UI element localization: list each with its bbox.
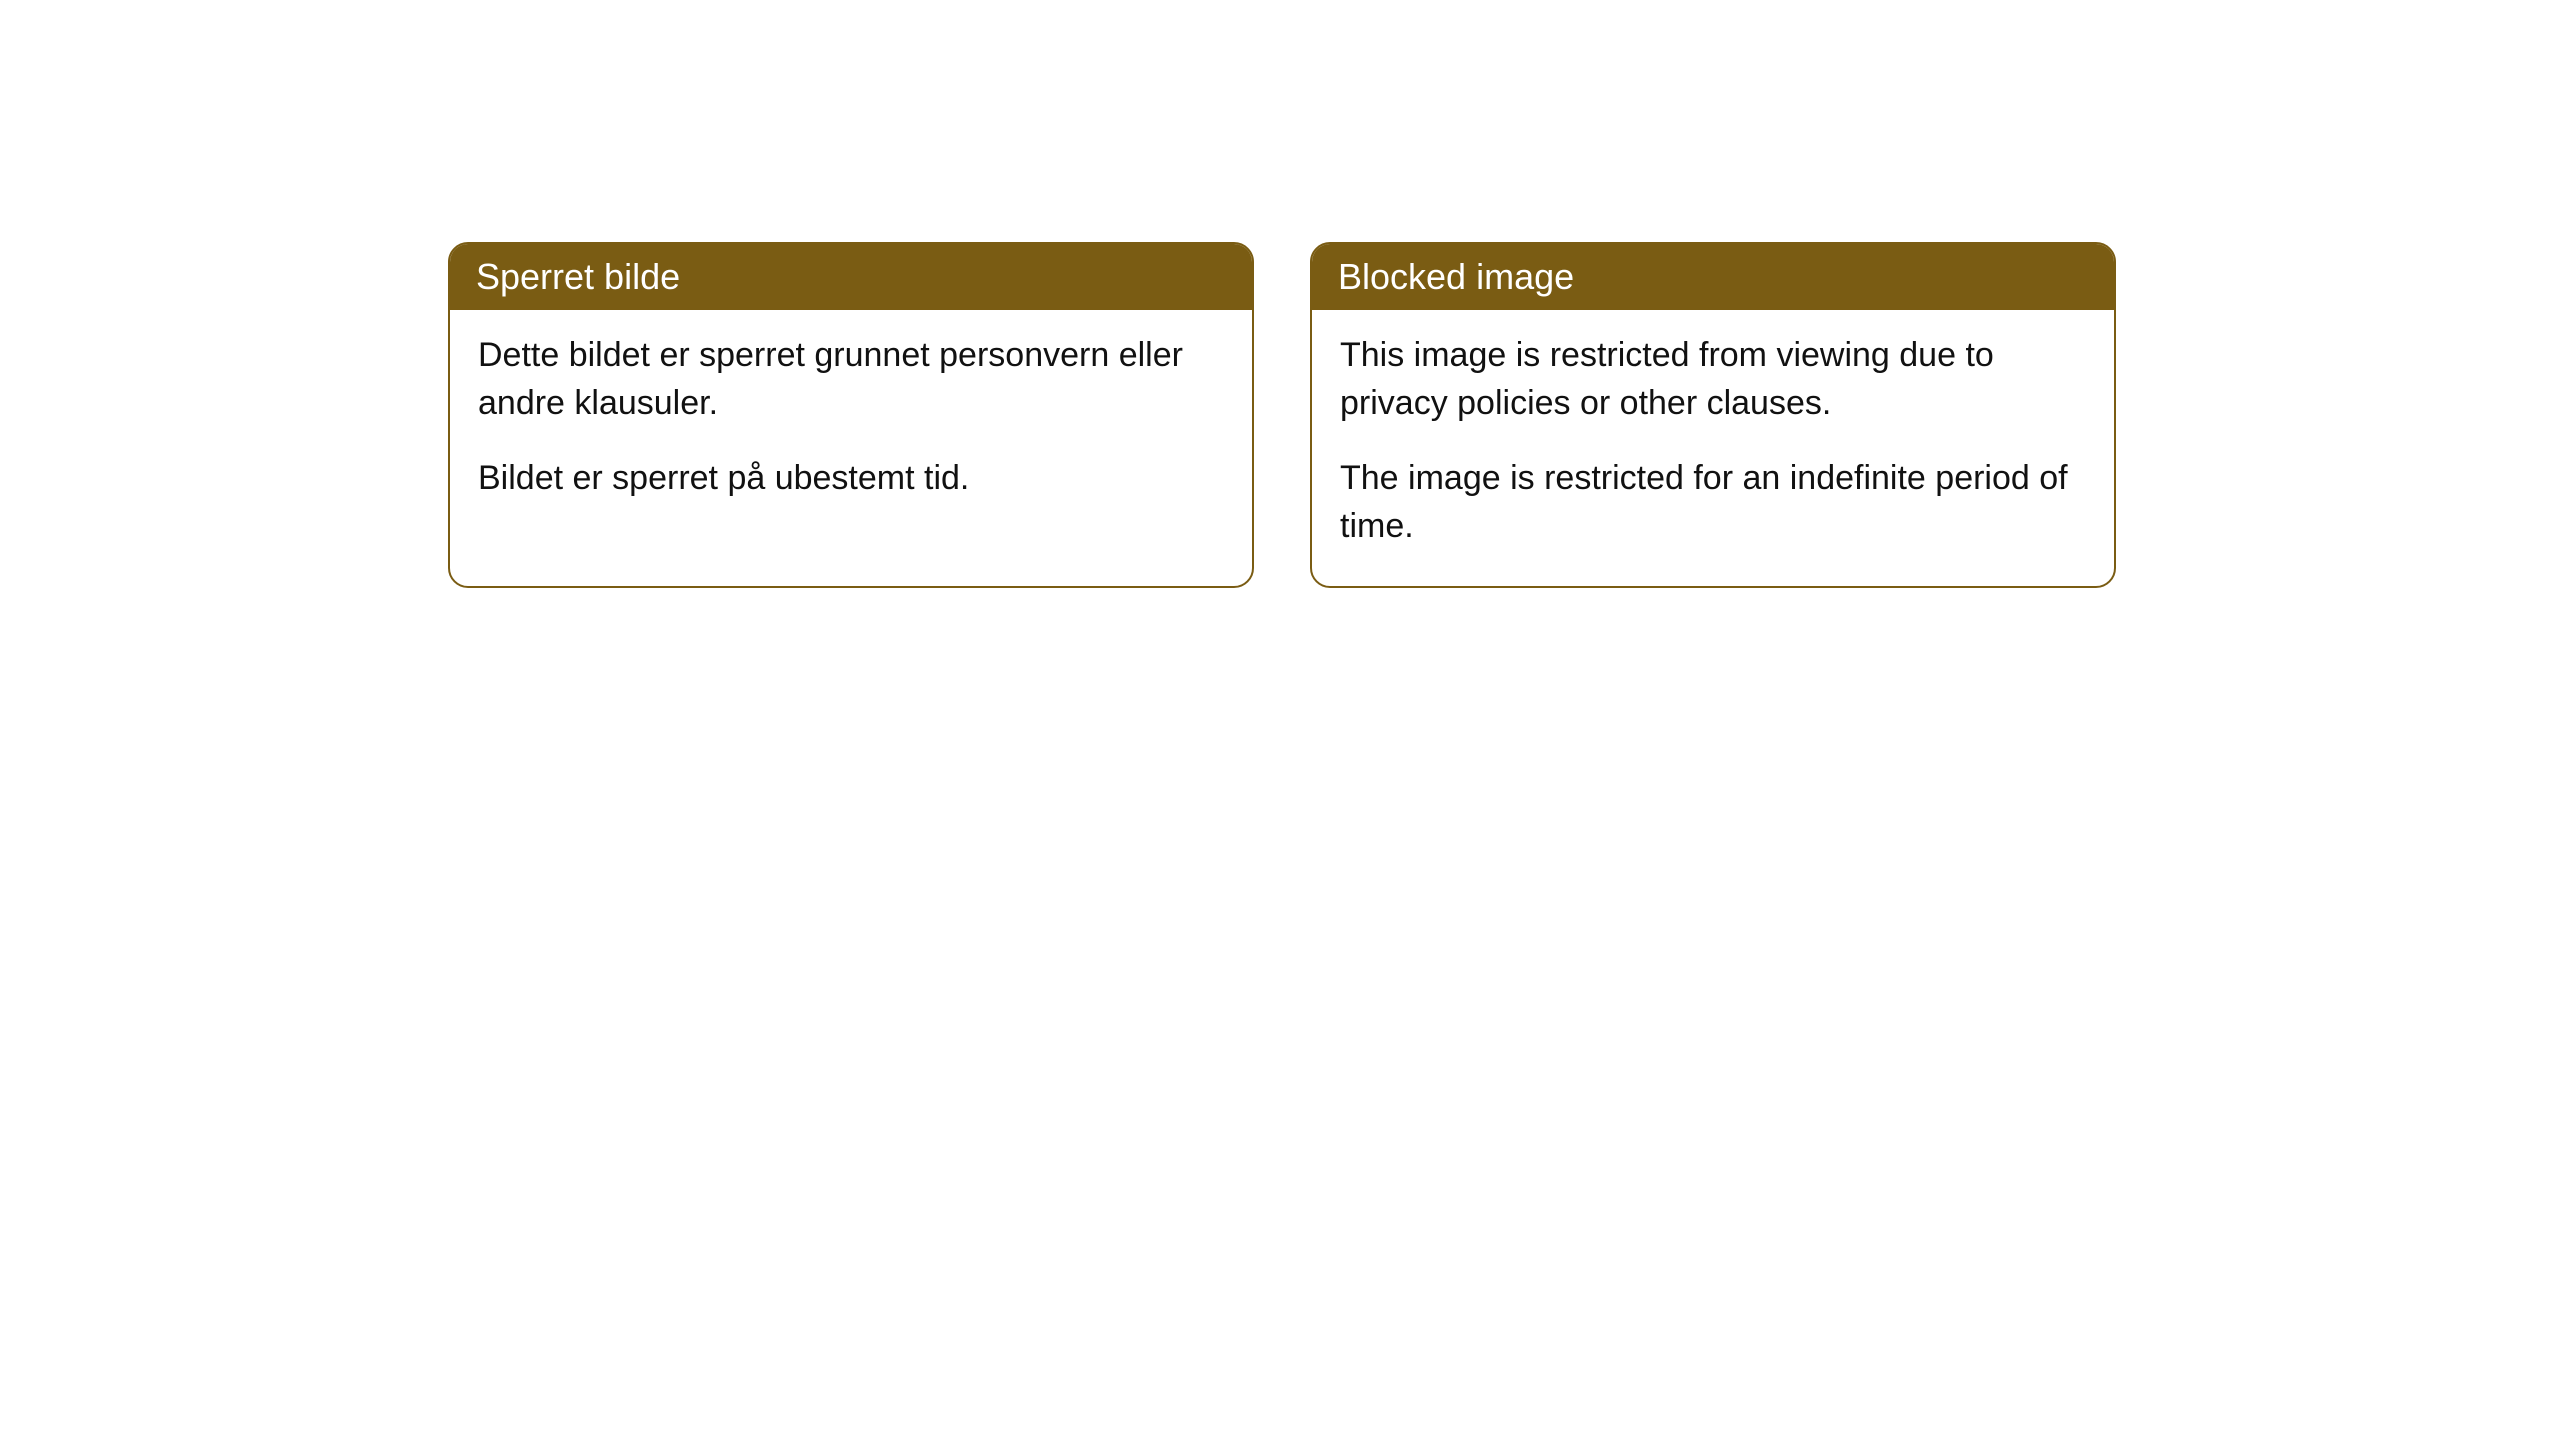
card-paragraph: The image is restricted for an indefinit…: [1340, 455, 2086, 550]
notice-cards-container: Sperret bilde Dette bildet er sperret gr…: [448, 242, 2116, 588]
card-paragraph: Dette bildet er sperret grunnet personve…: [478, 332, 1224, 427]
notice-card-english: Blocked image This image is restricted f…: [1310, 242, 2116, 588]
card-paragraph: Bildet er sperret på ubestemt tid.: [478, 455, 1224, 503]
card-body: Dette bildet er sperret grunnet personve…: [450, 310, 1252, 539]
card-header: Blocked image: [1312, 244, 2114, 310]
card-paragraph: This image is restricted from viewing du…: [1340, 332, 2086, 427]
notice-card-norwegian: Sperret bilde Dette bildet er sperret gr…: [448, 242, 1254, 588]
card-body: This image is restricted from viewing du…: [1312, 310, 2114, 586]
card-header: Sperret bilde: [450, 244, 1252, 310]
